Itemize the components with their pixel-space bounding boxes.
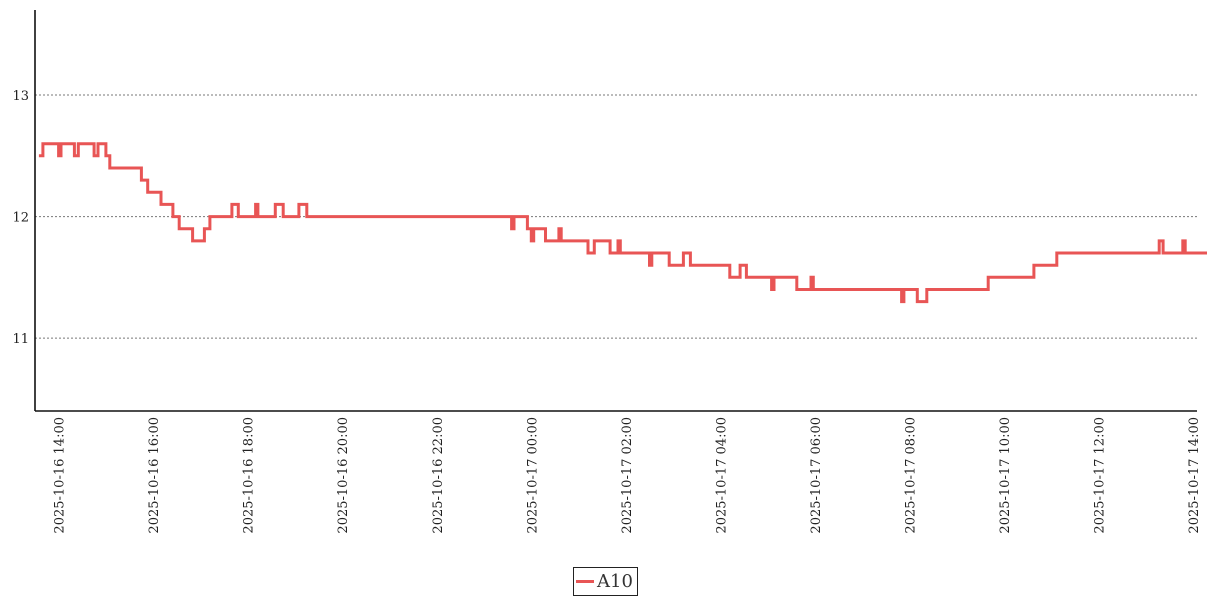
legend-swatch-a10 [576, 580, 594, 583]
x-tick-label: 2025-10-16 14:00 [53, 417, 68, 534]
x-tick-label: 2025-10-16 18:00 [242, 417, 257, 534]
x-tick-label: 2025-10-17 00:00 [525, 417, 540, 534]
x-tick-label: 2025-10-16 20:00 [336, 417, 351, 534]
x-tick-label: 2025-10-16 16:00 [147, 417, 162, 534]
x-tick-labels: 2025-10-16 14:00 2025-10-16 16:00 2025-10-… [53, 417, 1202, 534]
y-tick-label: 13 [12, 89, 29, 104]
y-tick-label: 11 [12, 332, 29, 347]
x-tick-label: 2025-10-17 06:00 [809, 417, 824, 534]
x-tick-label: 2025-10-17 04:00 [714, 417, 729, 534]
legend: A10 [573, 567, 638, 596]
y-tick-labels: 11 12 13 [12, 89, 29, 347]
series-line-a10 [38, 142, 1207, 304]
y-tick-label: 12 [12, 211, 29, 226]
x-tick-label: 2025-10-17 14:00 [1187, 417, 1202, 534]
x-tick-label: 2025-10-17 10:00 [998, 417, 1013, 534]
x-tick-label: 2025-10-17 12:00 [1093, 417, 1108, 534]
x-tick-label: 2025-10-17 02:00 [620, 417, 635, 534]
axes [34, 10, 1197, 412]
x-tick-label: 2025-10-16 22:00 [431, 417, 446, 534]
series-lines [38, 142, 1207, 304]
legend-label-a10: A10 [597, 571, 633, 592]
x-tick-label: 2025-10-17 08:00 [903, 417, 918, 534]
